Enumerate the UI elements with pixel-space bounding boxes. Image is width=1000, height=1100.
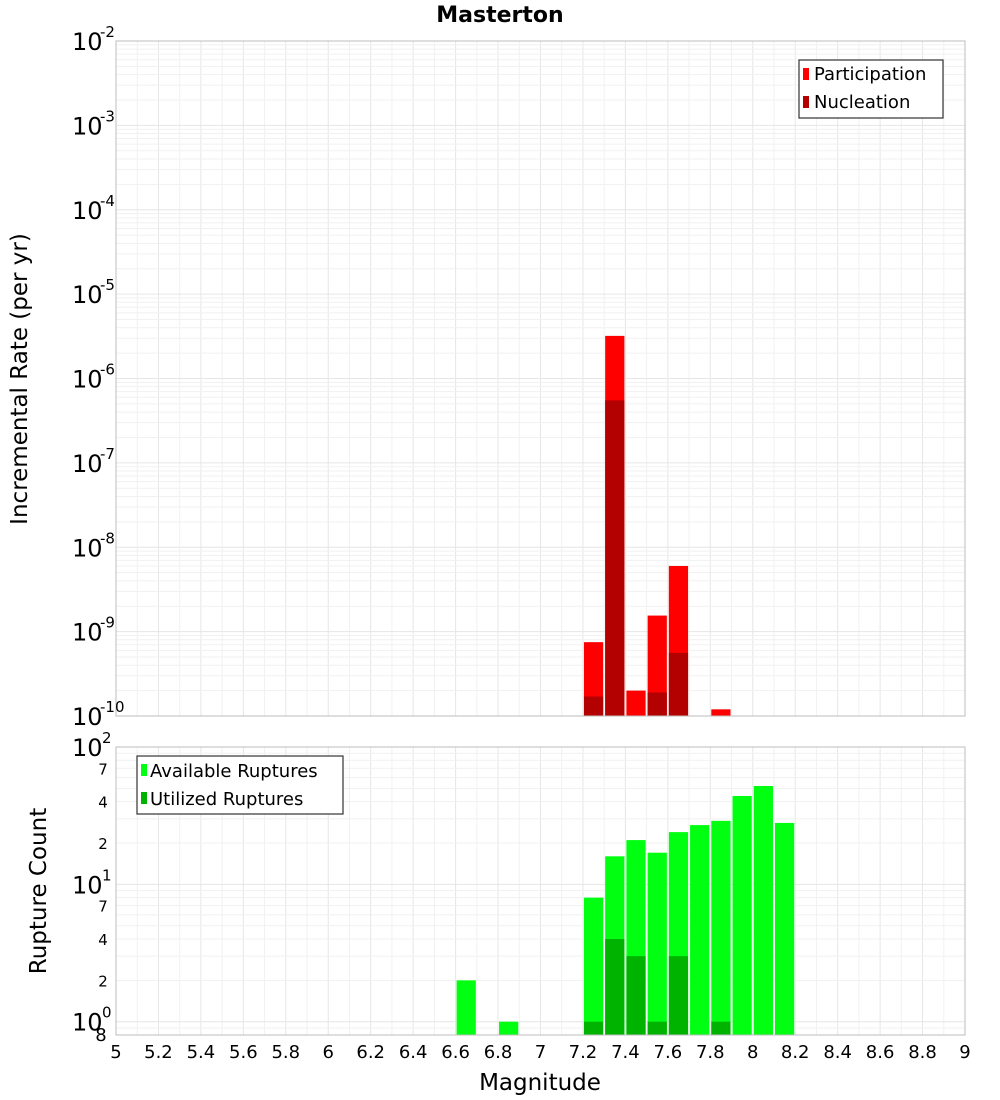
top-y-axis-label: Incremental Rate (per yr) [7, 233, 33, 525]
y-tick-label: 10 [72, 28, 103, 56]
legend-label-participation: Participation [814, 64, 926, 85]
x-tick-label: 8.8 [908, 1042, 937, 1063]
y-tick-exponent: -10 [100, 698, 125, 716]
top-plot-frame [115, 40, 966, 717]
x-tick-label: 6.4 [399, 1042, 428, 1063]
utilized-ruptures-bar [647, 1021, 667, 1035]
x-tick-label: 7.4 [611, 1042, 640, 1063]
available-ruptures-bar [732, 795, 752, 1035]
y-tick-label: 10 [72, 281, 103, 309]
available-ruptures-bar [753, 786, 773, 1035]
participation-bar [647, 615, 667, 716]
y-tick-label: 10 [72, 734, 103, 762]
bottom-plot-frame [115, 746, 966, 1036]
available-ruptures-bar [690, 825, 710, 1035]
y-tick-label: 10 [72, 703, 103, 731]
y-tick-label: 10 [72, 112, 103, 140]
x-tick-label: 5 [110, 1042, 121, 1063]
y-tick-exponent: -4 [100, 192, 115, 210]
bottom-y-axis-label: Rupture Count [26, 808, 52, 974]
y-tick-exponent: 0 [102, 1004, 112, 1022]
y-minor-tick-label: 7 [98, 898, 108, 916]
nucleation-bar [583, 696, 604, 716]
utilized-ruptures-bar [626, 956, 646, 1035]
y-minor-tick-label: 2 [98, 972, 108, 990]
legend-label-utilized: Utilized Ruptures [150, 789, 303, 810]
y-tick-exponent: -3 [100, 107, 115, 125]
x-tick-label: 7 [535, 1042, 546, 1063]
chart-title: Masterton [436, 3, 563, 28]
utilized-ruptures-bar [605, 939, 625, 1035]
participation-bar [711, 709, 731, 716]
y-tick-exponent: -5 [100, 276, 115, 294]
legend-swatch-utilized [141, 792, 147, 804]
utilized-ruptures-bar [711, 1021, 731, 1035]
bottom-legend: Available Ruptures Utilized Ruptures [136, 755, 344, 815]
y-tick-label: 10 [72, 871, 103, 899]
available-ruptures-bar [499, 1021, 519, 1035]
x-tick-label: 7.6 [654, 1042, 683, 1063]
y-minor-tick-label: 4 [98, 931, 108, 949]
x-tick-label: 9 [959, 1042, 970, 1063]
y-tick-label: 10 [72, 1009, 103, 1037]
participation-nucleation-bars [583, 335, 731, 716]
legend-swatch-nucleation [803, 96, 809, 108]
x-tick-label: 6 [323, 1042, 334, 1063]
x-tick-label: 5.2 [144, 1042, 173, 1063]
top-legend: Participation Nucleation [798, 59, 944, 119]
y-tick-label: 10 [72, 534, 103, 562]
legend-label-nucleation: Nucleation [814, 92, 910, 113]
utilized-ruptures-bar [668, 956, 689, 1035]
x-tick-label: 7.8 [696, 1042, 725, 1063]
x-tick-label: 8 [747, 1042, 758, 1063]
available-ruptures-bar [711, 820, 731, 1035]
y-tick-exponent: -2 [100, 23, 115, 41]
nucleation-bar [668, 652, 689, 716]
available-ruptures-bar [647, 852, 667, 1035]
available-ruptures-bar [456, 980, 476, 1035]
x-tick-label: 7.2 [569, 1042, 598, 1063]
legend-label-available: Available Ruptures [150, 761, 318, 782]
x-tick-label: 8.2 [781, 1042, 810, 1063]
x-tick-label: 8.4 [823, 1042, 852, 1063]
x-axis-label: Magnitude [479, 1070, 601, 1096]
nucleation-bar [605, 400, 625, 716]
y-minor-tick-label: 7 [98, 760, 108, 778]
x-tick-label: 5.4 [187, 1042, 216, 1063]
legend-swatch-participation [803, 68, 809, 80]
available-ruptures-bar [583, 897, 604, 1035]
x-tick-label: 5.8 [271, 1042, 300, 1063]
utilized-ruptures-bar [583, 1021, 604, 1035]
x-tick-label: 6.6 [441, 1042, 470, 1063]
available-ruptures-bar [774, 822, 795, 1035]
legend-swatch-available [141, 764, 147, 776]
y-tick-label: 10 [72, 619, 103, 647]
x-tick-label: 5.6 [229, 1042, 258, 1063]
y-tick-exponent: 2 [102, 729, 112, 747]
y-tick-exponent: -8 [100, 529, 115, 547]
x-axis-ticks: 5 5.2 5.4 5.6 5.8 6 6.2 6.4 6.6 6.8 7 7.2 7.4 7.6 7.8 8… [110, 1042, 970, 1063]
participation-bar [626, 690, 646, 716]
y-tick-label: 10 [72, 450, 103, 478]
y-tick-label: 10 [72, 366, 103, 394]
y-tick-exponent: -6 [100, 361, 115, 379]
y-minor-tick-label: 8 [95, 1025, 106, 1046]
y-tick-label: 10 [72, 197, 103, 225]
y-minor-tick-label: 2 [98, 835, 108, 853]
y-tick-exponent: -9 [100, 614, 115, 632]
x-tick-label: 6.8 [484, 1042, 513, 1063]
x-tick-label: 6.2 [356, 1042, 385, 1063]
rupture-count-bars [456, 786, 795, 1035]
x-tick-label: 8.6 [866, 1042, 895, 1063]
nucleation-bar [647, 692, 667, 716]
y-tick-exponent: 1 [102, 866, 112, 884]
y-minor-tick-label: 4 [98, 794, 108, 812]
y-tick-exponent: -7 [100, 445, 115, 463]
